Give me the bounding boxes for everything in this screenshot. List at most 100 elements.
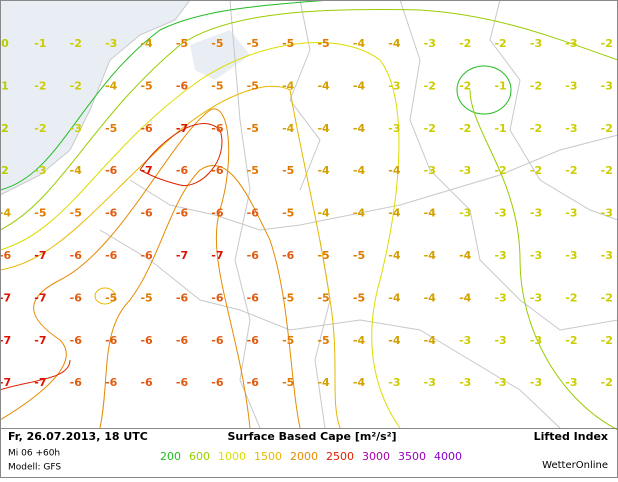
- brand: WetterOnline: [542, 460, 608, 471]
- value-label: -6: [176, 334, 189, 347]
- value-label: -4: [317, 164, 330, 177]
- value-label: -3: [601, 249, 613, 262]
- legend-level: 4000: [434, 450, 462, 463]
- value-label: -6: [247, 249, 260, 262]
- value-label: -2: [459, 37, 471, 50]
- value-label: -6: [247, 376, 260, 389]
- value-label: -7: [34, 376, 46, 389]
- value-label: -6: [176, 207, 189, 220]
- value-label: -4: [70, 164, 83, 177]
- value-label: -5: [247, 122, 259, 135]
- value-label: -3: [388, 376, 400, 389]
- value-label: -2: [494, 37, 506, 50]
- model: Modell: GFS: [8, 463, 61, 473]
- lifted-index-values: 0 -1 -2 -3 -4 -5 -5 -5 -5 -5 -4 -4 -3 -2 -2 -3 -3 -2 1 -2 -2…: [0, 37, 613, 389]
- value-label: -7: [34, 291, 46, 304]
- value-label: -2: [34, 122, 46, 135]
- value-label: -2: [424, 79, 436, 92]
- value-label: -6: [211, 334, 224, 347]
- value-label: -4: [353, 164, 366, 177]
- value-label: -3: [424, 37, 436, 50]
- value-label: -4: [424, 207, 437, 220]
- value-label: -5: [34, 207, 46, 220]
- value-label: -2: [601, 164, 613, 177]
- value-label: -3: [70, 122, 82, 135]
- value-label: -4: [0, 207, 11, 220]
- value-label: -3: [565, 207, 577, 220]
- value-label: -6: [140, 249, 153, 262]
- legend-level: 3500: [398, 450, 426, 463]
- value-label: -3: [494, 376, 506, 389]
- value-label: -3: [530, 249, 542, 262]
- value-label: -3: [565, 376, 577, 389]
- value-label: -6: [105, 164, 118, 177]
- value-label: -3: [459, 207, 471, 220]
- value-label: -6: [140, 334, 153, 347]
- value-label: -4: [317, 122, 330, 135]
- value-label: -5: [140, 79, 152, 92]
- value-label: -3: [530, 334, 542, 347]
- value-label: -2: [601, 122, 613, 135]
- value-label: -6: [70, 376, 83, 389]
- date: Fr, 26.07.2013, 18 UTC: [8, 430, 148, 443]
- value-label: -6: [0, 249, 11, 262]
- index-title: Lifted Index: [534, 430, 608, 443]
- value-label: -6: [247, 334, 260, 347]
- value-label: -2: [459, 79, 471, 92]
- value-label: 2: [1, 122, 9, 135]
- value-label: -2: [70, 79, 82, 92]
- value-label: -3: [388, 122, 400, 135]
- value-label: -3: [565, 37, 577, 50]
- value-label: -2: [601, 334, 613, 347]
- value-label: -1: [494, 122, 506, 135]
- value-label: -6: [176, 164, 189, 177]
- value-label: -4: [424, 334, 437, 347]
- value-label: -3: [530, 376, 542, 389]
- value-label: -7: [0, 291, 11, 304]
- value-label: -6: [105, 334, 118, 347]
- value-label: -4: [353, 37, 366, 50]
- value-label: -6: [176, 376, 189, 389]
- legend-level: 3000: [362, 450, 390, 463]
- value-label: -5: [105, 122, 117, 135]
- value-label: -4: [353, 334, 366, 347]
- value-label: -7: [140, 164, 152, 177]
- value-label: -5: [70, 207, 82, 220]
- legend-level: 1000: [218, 450, 246, 463]
- value-label: -3: [601, 79, 613, 92]
- value-label: -2: [565, 164, 577, 177]
- value-label: -5: [353, 291, 365, 304]
- legend-level: 600: [189, 450, 210, 463]
- value-label: -4: [353, 122, 366, 135]
- value-label: -7: [34, 249, 46, 262]
- legend-level: 1500: [254, 450, 282, 463]
- value-label: -2: [530, 79, 542, 92]
- value-label: -5: [211, 79, 223, 92]
- value-label: -4: [140, 37, 153, 50]
- value-label: -7: [211, 249, 223, 262]
- value-label: -7: [176, 122, 188, 135]
- value-label: -6: [176, 79, 189, 92]
- value-label: -5: [247, 79, 259, 92]
- value-label: -5: [247, 164, 259, 177]
- value-label: -6: [70, 334, 83, 347]
- value-label: -4: [424, 291, 437, 304]
- value-label: -3: [494, 249, 506, 262]
- value-label: -6: [140, 207, 153, 220]
- value-label: -4: [388, 334, 401, 347]
- borders: [0, 0, 618, 429]
- value-label: -2: [565, 291, 577, 304]
- value-label: -6: [176, 291, 189, 304]
- value-label: -6: [105, 207, 118, 220]
- value-label: -6: [211, 122, 224, 135]
- value-label: 0: [1, 37, 9, 50]
- value-label: -3: [565, 249, 577, 262]
- value-label: -5: [105, 291, 117, 304]
- value-label: -3: [494, 207, 506, 220]
- legend-level: 2500: [326, 450, 354, 463]
- value-label: -6: [70, 249, 83, 262]
- value-label: -3: [530, 37, 542, 50]
- value-label: -5: [317, 291, 329, 304]
- value-label: -6: [211, 164, 224, 177]
